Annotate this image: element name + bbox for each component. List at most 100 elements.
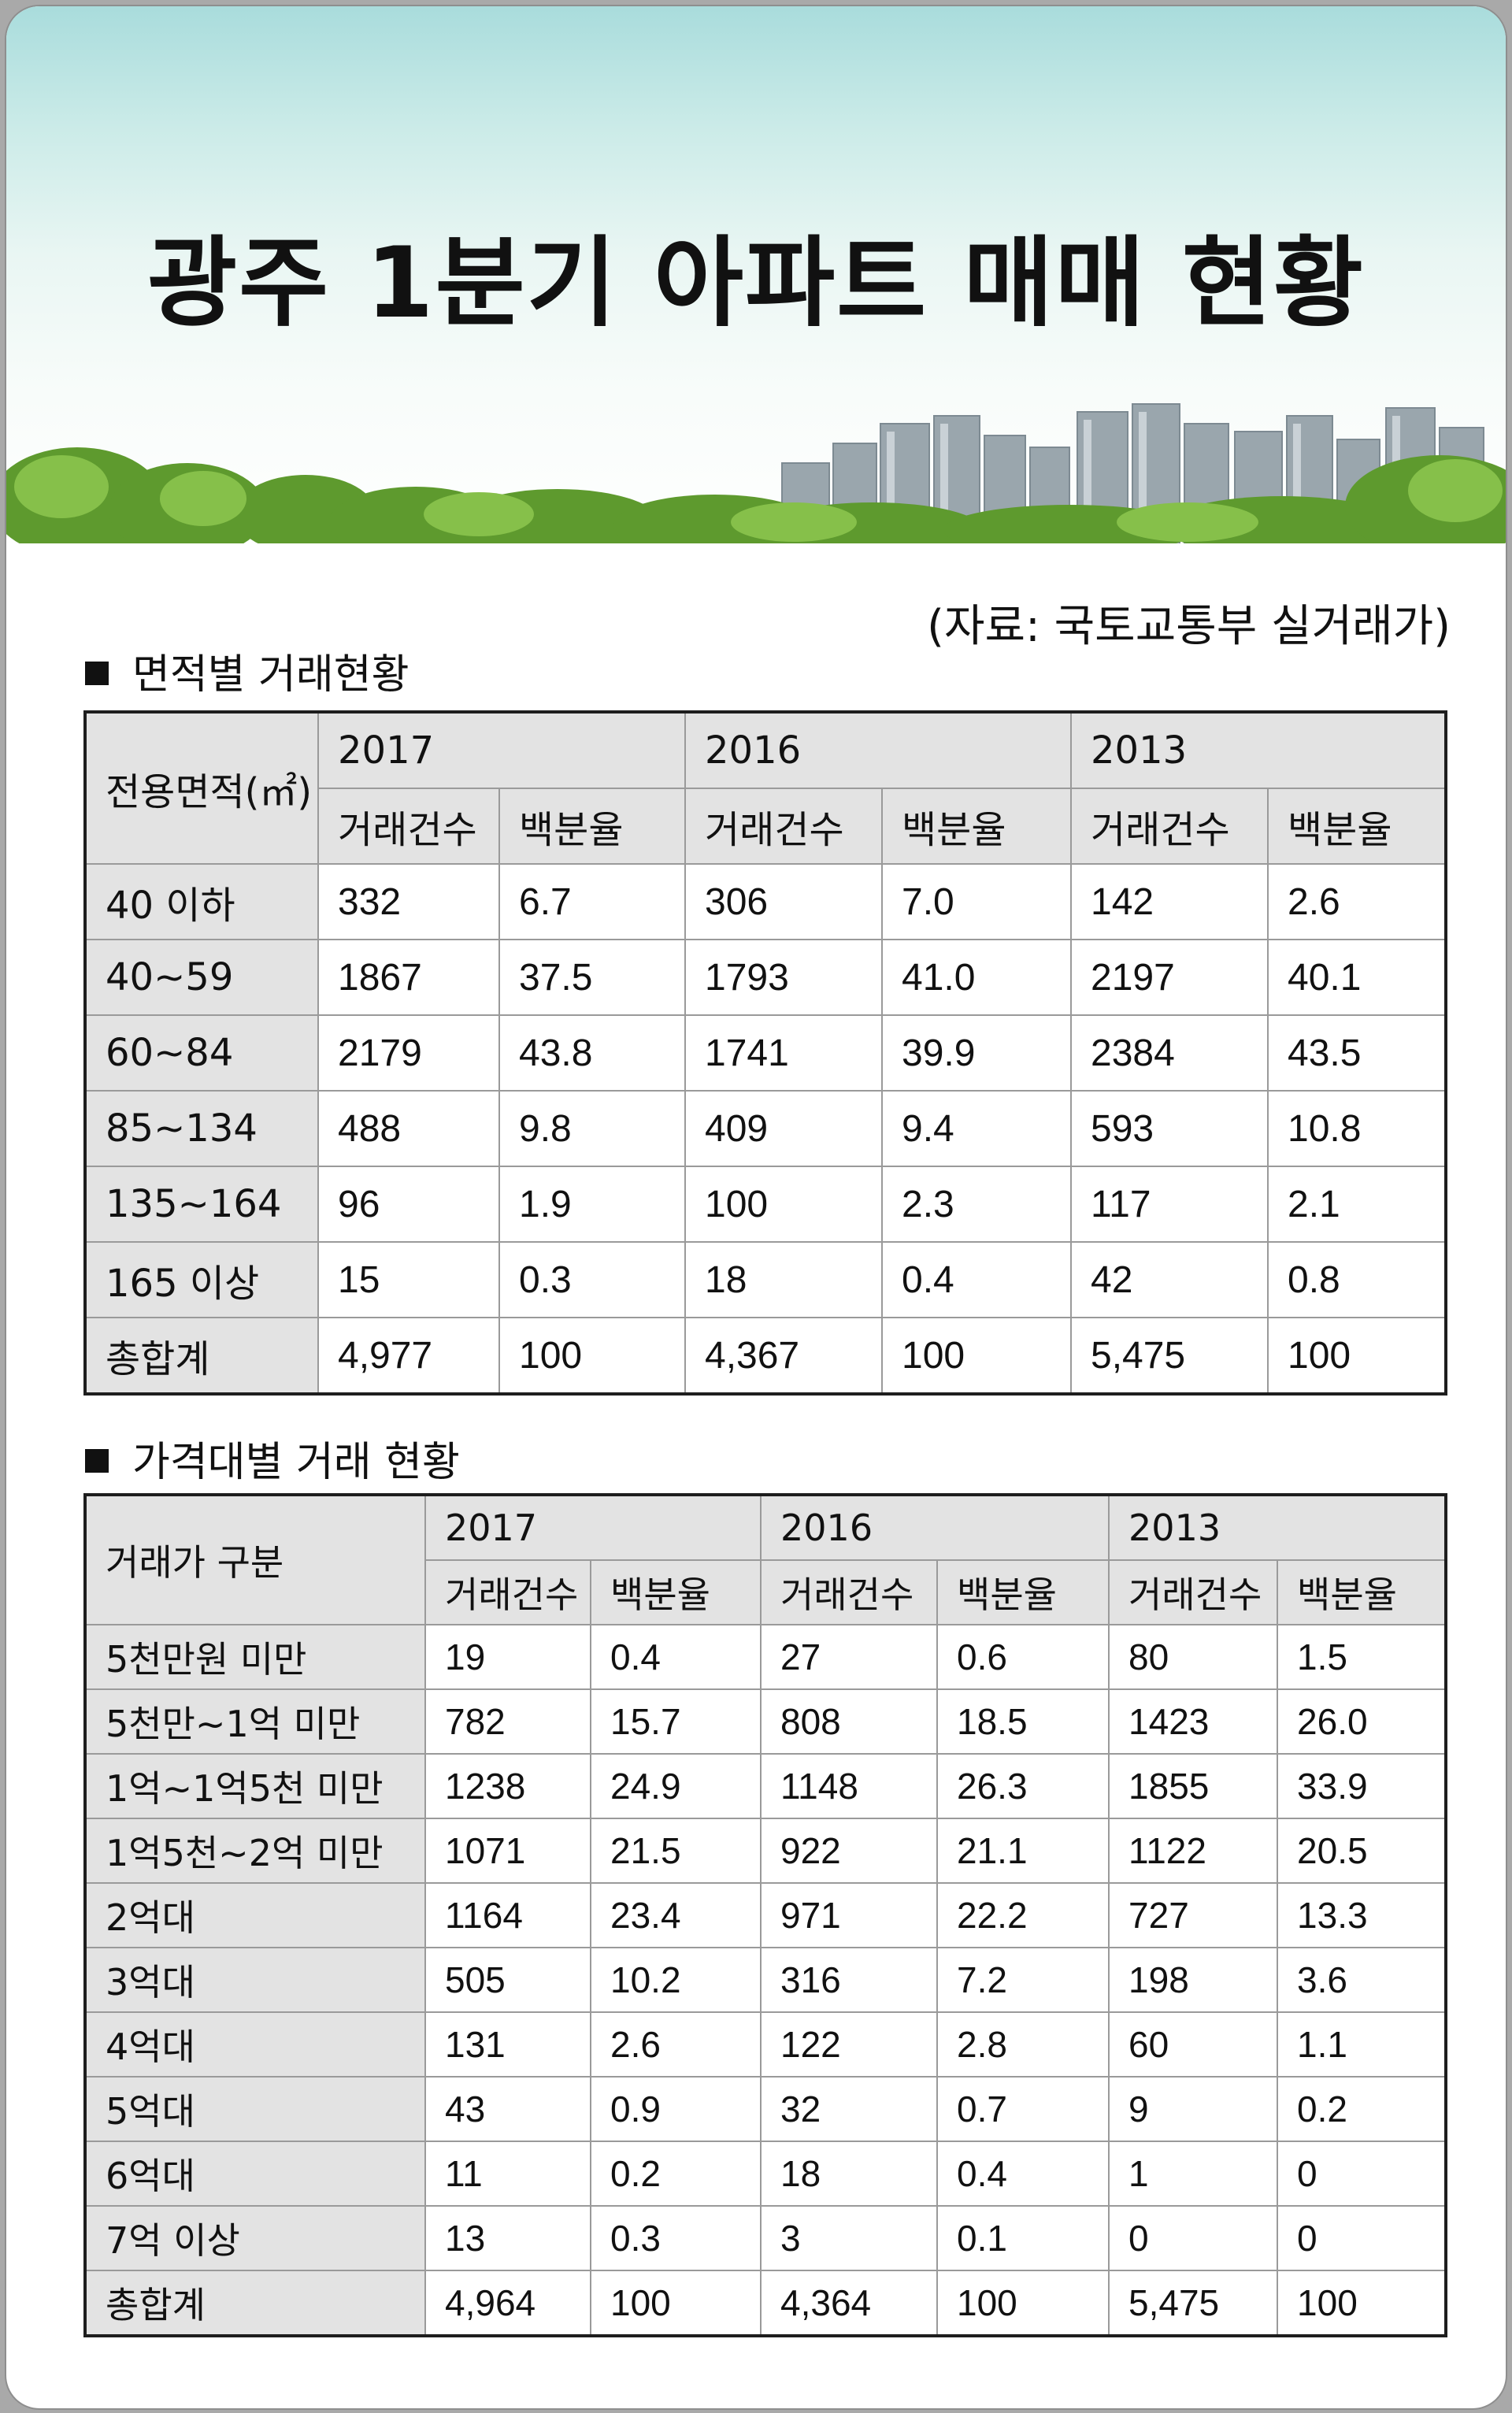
count-cell: 198: [1108, 1947, 1279, 2013]
percent-cell: 22.2: [936, 1882, 1110, 1948]
count-cell: 409: [684, 1090, 883, 1167]
year-header-cell: 2013: [1070, 711, 1447, 789]
table-row: 85~134 488 9.8 409 9.4 593 10.8: [84, 1090, 1447, 1167]
row-label-cell: 40 이하: [84, 863, 319, 940]
count-cell: 13: [424, 2205, 591, 2271]
percent-cell: 0.1: [936, 2205, 1110, 2271]
percent-cell: 6.7: [498, 863, 686, 940]
count-cell: 19: [424, 1624, 591, 1690]
count-cell: 1071: [424, 1818, 591, 1884]
count-cell: 3: [760, 2205, 939, 2271]
count-cell: 60: [1108, 2011, 1279, 2078]
percent-cell: 100: [936, 2270, 1110, 2337]
count-cell: 2197: [1070, 939, 1269, 1016]
count-cell: 593: [1070, 1090, 1269, 1167]
percent-cell: 2.6: [589, 2011, 762, 2078]
subheader-cell: 거래건수: [684, 788, 883, 865]
subheader-cell: 백분율: [881, 788, 1072, 865]
percent-cell: 100: [1277, 2270, 1447, 2337]
table-row: 5천만원 미만 19 0.4 27 0.6 80 1.5: [84, 1624, 1447, 1690]
percent-cell: 100: [498, 1317, 686, 1395]
count-cell: 15: [317, 1241, 500, 1318]
count-cell: 808: [760, 1688, 939, 1755]
table-row: 40 이하 332 6.7 306 7.0 142 2.6: [84, 863, 1447, 940]
row-label-cell: 5천만~1억 미만: [84, 1688, 426, 1755]
count-cell: 727: [1108, 1882, 1279, 1948]
percent-cell: 0: [1277, 2205, 1447, 2271]
percent-cell: 0.2: [589, 2141, 762, 2207]
percent-cell: 18.5: [936, 1688, 1110, 1755]
count-cell: 4,964: [424, 2270, 591, 2337]
subheader-cell: 거래건수: [1108, 1559, 1279, 1625]
count-cell: 488: [317, 1090, 500, 1167]
count-cell: 32: [760, 2076, 939, 2142]
row-label-cell: 2억대: [84, 1882, 426, 1948]
percent-cell: 21.1: [936, 1818, 1110, 1884]
percent-cell: 9.4: [881, 1090, 1072, 1167]
row-label-cell: 4억대: [84, 2011, 426, 2078]
table-row: 총합계 4,964 100 4,364 100 5,475 100: [84, 2270, 1447, 2337]
count-cell: 1164: [424, 1882, 591, 1948]
subheader-cell: 거래건수: [424, 1559, 591, 1625]
count-cell: 1867: [317, 939, 500, 1016]
table-header-row: 거래가 구분 2017 2016 2013: [84, 1494, 1447, 1625]
count-cell: 18: [760, 2141, 939, 2207]
row-label-cell: 85~134: [84, 1090, 319, 1167]
percent-cell: 10.2: [589, 1947, 762, 2013]
section-area-title: 면적별 거래현황: [85, 641, 409, 700]
count-cell: 505: [424, 1947, 591, 2013]
row-label-cell: 7억 이상: [84, 2205, 426, 2271]
table-row: 1억5천~2억 미만 1071 21.5 922 21.1 1122 20.5: [84, 1818, 1447, 1884]
percent-cell: 7.0: [881, 863, 1072, 940]
year-header-cell: 2016: [760, 1494, 1110, 1561]
row-label-cell: 135~164: [84, 1166, 319, 1243]
percent-cell: 1.1: [1277, 2011, 1447, 2078]
year-header-cell: 2016: [684, 711, 1072, 789]
percent-cell: 23.4: [589, 1882, 762, 1948]
city-skyline-illustration: [6, 403, 1506, 558]
table-row: 5천만~1억 미만 782 15.7 808 18.5 1423 26.0: [84, 1688, 1447, 1755]
percent-cell: 41.0: [881, 939, 1072, 1016]
count-cell: 142: [1070, 863, 1269, 940]
percent-cell: 0.4: [936, 2141, 1110, 2207]
row-label-cell: 총합계: [84, 2270, 426, 2337]
price-transactions-table: 거래가 구분 2017 2016 2013 거래건수 백분율 거래건수 백분율 …: [83, 1493, 1448, 2337]
table-row: 총합계 4,977 100 4,367 100 5,475 100: [84, 1317, 1447, 1395]
count-cell: 117: [1070, 1166, 1269, 1243]
count-cell: 922: [760, 1818, 939, 1884]
count-cell: 1148: [760, 1753, 939, 1819]
area-table-body: 40 이하 332 6.7 306 7.0 142 2.6 40~59 1867 37.5 1793…: [84, 863, 1447, 1395]
row-label-cell: 5천만원 미만: [84, 1624, 426, 1690]
table-row: 165 이상 15 0.3 18 0.4 42 0.8: [84, 1241, 1447, 1318]
count-cell: 80: [1108, 1624, 1279, 1690]
count-cell: 1793: [684, 939, 883, 1016]
percent-cell: 43.5: [1267, 1014, 1447, 1092]
percent-cell: 37.5: [498, 939, 686, 1016]
table-row: 3억대 505 10.2 316 7.2 198 3.6: [84, 1947, 1447, 2013]
percent-cell: 20.5: [1277, 1818, 1447, 1884]
count-cell: 42: [1070, 1241, 1269, 1318]
count-cell: 9: [1108, 2076, 1279, 2142]
percent-cell: 0.3: [498, 1241, 686, 1318]
table-subheader-row: 거래건수 백분율 거래건수 백분율 거래건수 백분율: [85, 1559, 1447, 1625]
year-header-cell: 2017: [424, 1494, 762, 1561]
square-bullet-icon: [85, 662, 109, 685]
count-cell: 2179: [317, 1014, 500, 1092]
subheader-cell: 백분율: [1267, 788, 1447, 865]
count-cell: 4,367: [684, 1317, 883, 1395]
count-cell: 782: [424, 1688, 591, 1755]
percent-cell: 15.7: [589, 1688, 762, 1755]
percent-cell: 0.9: [589, 2076, 762, 2142]
table-row: 40~59 1867 37.5 1793 41.0 2197 40.1: [84, 939, 1447, 1016]
percent-cell: 3.6: [1277, 1947, 1447, 2013]
percent-cell: 1.9: [498, 1166, 686, 1243]
percent-cell: 24.9: [589, 1753, 762, 1819]
subheader-cell: 거래건수: [760, 1559, 939, 1625]
row-label-cell: 3억대: [84, 1947, 426, 2013]
row-label-cell: 1억5천~2억 미만: [84, 1818, 426, 1884]
row-label-cell: 총합계: [84, 1317, 319, 1395]
percent-cell: 0.7: [936, 2076, 1110, 2142]
count-cell: 971: [760, 1882, 939, 1948]
count-cell: 100: [684, 1166, 883, 1243]
percent-cell: 0.8: [1267, 1241, 1447, 1318]
